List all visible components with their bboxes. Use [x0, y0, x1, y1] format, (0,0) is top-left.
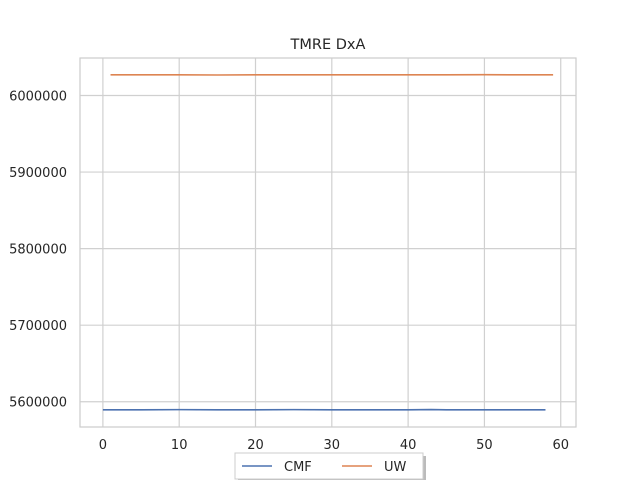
plot-area-frame — [79, 57, 577, 428]
tick-label-layer: 0 10 20 30 40 50 60 5600000 5700000 5800000 590000… — [9, 90, 569, 453]
y-tick-label: 5800000 — [9, 243, 67, 258]
y-tick-label: 5600000 — [9, 396, 67, 411]
x-tick-label: 50 — [476, 438, 493, 453]
x-tick-label: 20 — [247, 438, 264, 453]
x-tick-label: 40 — [400, 438, 417, 453]
x-tick-label: 10 — [171, 438, 188, 453]
x-tick-label: 60 — [552, 438, 569, 453]
y-tick-label: 5900000 — [9, 166, 67, 181]
x-tick-label: 0 — [99, 438, 107, 453]
grid-layer — [80, 58, 576, 427]
y-tick-label: 6000000 — [9, 90, 67, 105]
chart-title: TMRE DxA — [290, 37, 366, 53]
legend-label-uw: UW — [384, 460, 407, 475]
x-tick-label: 30 — [324, 438, 341, 453]
series-layer — [102, 73, 554, 411]
y-tick-label: 5700000 — [9, 319, 67, 334]
legend: CMF UW — [234, 452, 426, 480]
legend-label-cmf: CMF — [284, 460, 312, 475]
legend-items: CMF UW — [242, 460, 407, 475]
